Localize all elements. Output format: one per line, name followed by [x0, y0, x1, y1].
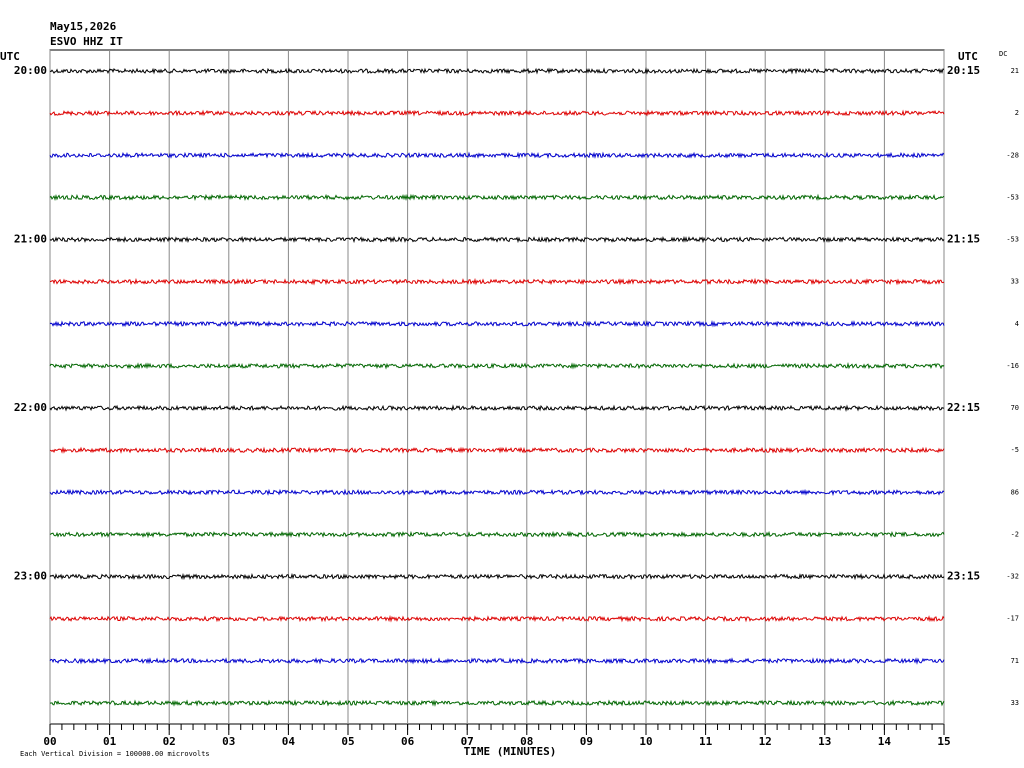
dc-value: 2: [1015, 109, 1019, 117]
trace: [49, 572, 945, 581]
dc-label: DC: [999, 50, 1007, 58]
trace: [49, 614, 945, 623]
dc-value: 21: [1011, 67, 1019, 75]
dc-value: -53: [1006, 193, 1019, 201]
plot-frame: [49, 49, 945, 725]
x-tick-label: 07: [461, 735, 474, 748]
x-tick-label: 05: [341, 735, 354, 748]
right-axis-label: UTC: [958, 50, 978, 63]
dc-value: 33: [1011, 699, 1019, 707]
trace: [49, 404, 945, 412]
dc-value: -28: [1006, 151, 1019, 159]
left-axis-label: UTC: [0, 50, 20, 63]
left-time-label: 20:00: [14, 64, 47, 77]
right-time-label: 20:15: [947, 64, 980, 77]
x-tick-label: 12: [759, 735, 772, 748]
date: May15,2026: [50, 20, 117, 33]
dc-value: 4: [1015, 320, 1019, 328]
x-tick-label: 00: [43, 735, 56, 748]
trace: [49, 235, 945, 244]
trace: [49, 657, 945, 665]
x-tick-label: 03: [222, 735, 235, 748]
left-time-label: 21:00: [14, 233, 47, 246]
trace: [49, 151, 945, 160]
dc-value: 86: [1011, 488, 1019, 496]
trace: [49, 488, 945, 497]
dc-value: -32: [1006, 573, 1019, 581]
dc-value: -53: [1006, 236, 1019, 244]
x-tick-label: 04: [282, 735, 296, 748]
dc-value: -5: [1011, 446, 1019, 454]
trace: [49, 699, 945, 707]
trace: [49, 446, 945, 454]
dc-value: -2: [1011, 530, 1019, 538]
dc-value: -16: [1006, 362, 1019, 370]
right-time-label: 21:15: [947, 233, 980, 246]
x-tick-label: 14: [878, 735, 892, 748]
x-tick-label: 13: [818, 735, 831, 748]
dc-value: 71: [1011, 657, 1019, 665]
right-time-label: 22:15: [947, 401, 980, 414]
left-time-label: 22:00: [14, 401, 47, 414]
dc-value: 70: [1011, 404, 1019, 412]
trace: [49, 67, 945, 75]
x-tick-label: 01: [103, 735, 117, 748]
trace: [49, 319, 945, 328]
trace: [49, 530, 945, 539]
trace: [49, 362, 945, 370]
x-tick-label: 06: [401, 735, 415, 748]
left-time-label: 23:00: [14, 570, 47, 583]
x-tick-label: 10: [639, 735, 652, 748]
x-tick-label: 15: [937, 735, 950, 748]
trace: [49, 193, 945, 202]
dc-value: -17: [1006, 615, 1019, 623]
x-tick-label: 11: [699, 735, 713, 748]
x-tick-label: 08: [520, 735, 533, 748]
x-tick-label: 09: [580, 735, 593, 748]
x-tick-label: 02: [163, 735, 176, 748]
trace: [49, 277, 945, 286]
footer: Each Vertical Division = 100000.00 micro…: [20, 750, 210, 758]
x-axis-label: TIME (MINUTES): [464, 745, 557, 758]
dc-value: 33: [1011, 278, 1019, 286]
trace: [49, 109, 945, 117]
right-time-label: 23:15: [947, 570, 980, 583]
station: ESVO HHZ IT: [50, 35, 123, 48]
